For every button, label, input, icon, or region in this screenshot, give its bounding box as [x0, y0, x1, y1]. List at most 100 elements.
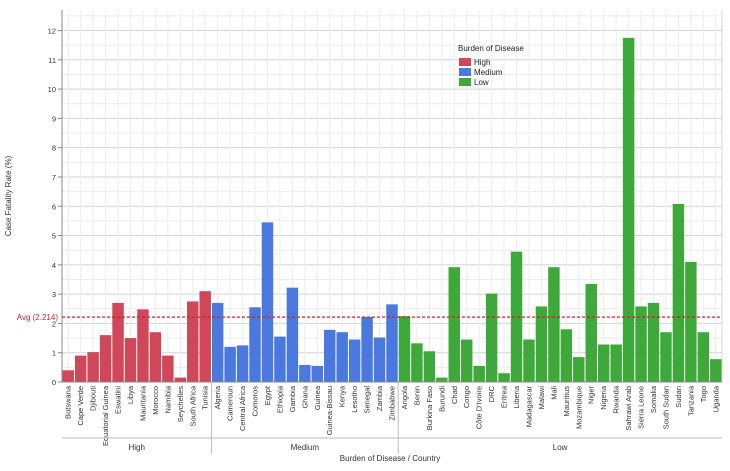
x-category-label: Sudan — [674, 386, 683, 408]
bar — [398, 316, 411, 382]
x-category-label: Algeria — [213, 385, 222, 409]
y-tick-label: 11 — [48, 56, 56, 65]
x-category-label: Burundi — [437, 386, 446, 412]
x-category-label: Malawi — [537, 386, 546, 410]
bar — [697, 332, 710, 382]
bar — [187, 301, 199, 382]
average-label: Avg (2.214) — [17, 313, 59, 322]
bar — [548, 267, 560, 382]
bar — [622, 37, 635, 382]
bar — [485, 293, 498, 382]
bar — [348, 339, 361, 382]
bar — [62, 370, 74, 382]
x-category-label: Benin — [412, 386, 421, 405]
x-category-label: Congo — [462, 386, 471, 408]
x-category-label: South Africa — [188, 385, 197, 426]
bar — [423, 351, 436, 382]
x-category-label: Zambia — [375, 385, 384, 411]
x-category-label: Egypt — [263, 385, 272, 405]
bar — [174, 377, 187, 382]
x-category-label: Zimbabwe — [388, 386, 397, 421]
bar — [299, 365, 311, 382]
legend-swatch — [459, 68, 471, 76]
bar — [249, 307, 261, 382]
x-category-label: Namibia — [163, 385, 172, 413]
x-category-label: Tunisia — [201, 385, 210, 410]
x-category-label: Mali — [549, 386, 558, 400]
x-category-label: Equatorial Guinea — [101, 385, 110, 446]
bar — [361, 316, 373, 382]
x-category-label: DRC — [487, 385, 496, 402]
bar — [573, 357, 585, 382]
bar — [373, 337, 386, 382]
bar — [585, 283, 597, 382]
y-tick-label: 4 — [52, 261, 56, 270]
bar — [311, 365, 324, 382]
bar — [137, 309, 149, 382]
bar — [411, 343, 423, 382]
y-tick-label: 5 — [52, 232, 56, 241]
bar — [162, 355, 174, 382]
legend-swatch — [459, 78, 471, 86]
bar — [99, 335, 112, 382]
bar — [274, 336, 286, 382]
x-category-label: Guinea — [313, 385, 322, 410]
bar — [286, 287, 299, 382]
x-category-label: Eritrea — [500, 385, 509, 408]
x-category-label: Angola — [400, 385, 409, 409]
bar — [560, 329, 573, 382]
bar — [535, 306, 548, 382]
x-category-label: Ghana — [300, 385, 309, 408]
average-line-group: Avg (2.214) — [17, 313, 722, 322]
y-tick-label: 3 — [52, 290, 56, 299]
y-tick-label: 7 — [52, 173, 56, 182]
bars — [62, 37, 722, 382]
x-category-labels: Botswana Cape Verde Djibouti Equatorial Gui… — [64, 385, 721, 446]
bar — [685, 261, 697, 382]
x-category-label: Lesotho — [350, 386, 359, 413]
x-category-label: Sahrawi Arab — [624, 386, 633, 431]
x-category-label: Somalia — [649, 385, 658, 413]
x-category-label: Comoros — [251, 386, 260, 417]
x-category-label: Madagascar — [524, 386, 533, 428]
x-category-label: Niger — [587, 386, 596, 404]
bar — [124, 338, 137, 382]
bar — [386, 304, 398, 382]
x-category-label: Burkina Faso — [425, 386, 434, 430]
x-group-label: Low — [553, 443, 568, 452]
x-category-label: Morocco — [151, 386, 160, 415]
bar — [199, 291, 211, 382]
x-category-label: Uganda — [711, 385, 720, 412]
x-category-label: South Sudan — [661, 386, 670, 429]
x-category-label: Eswatini — [114, 386, 123, 414]
x-category-label: Ethiopia — [275, 385, 284, 413]
bar — [510, 251, 523, 382]
bar — [672, 203, 685, 382]
bar — [473, 365, 485, 382]
bar — [498, 373, 510, 382]
bar — [74, 355, 87, 382]
bar — [112, 302, 124, 382]
bar — [149, 332, 162, 382]
x-category-label: Kenya — [338, 385, 347, 407]
x-category-label: Gambia — [288, 385, 297, 412]
bar — [523, 339, 535, 382]
axes — [61, 10, 723, 383]
bar — [610, 344, 622, 382]
x-group-label: Medium — [291, 443, 320, 452]
legend-title: Burden of Disease — [458, 44, 524, 53]
bar — [635, 306, 647, 382]
bar — [597, 344, 610, 382]
x-category-label: Rwanda — [612, 385, 621, 413]
x-category-label: Mozambique — [574, 386, 583, 429]
x-category-label: Seychelles — [176, 386, 185, 423]
bar — [211, 302, 224, 382]
x-category-label: Côte D'Ivoire — [475, 386, 484, 429]
y-tick-label: 8 — [52, 144, 56, 153]
bar — [710, 359, 722, 382]
x-group-label: High — [128, 443, 144, 452]
